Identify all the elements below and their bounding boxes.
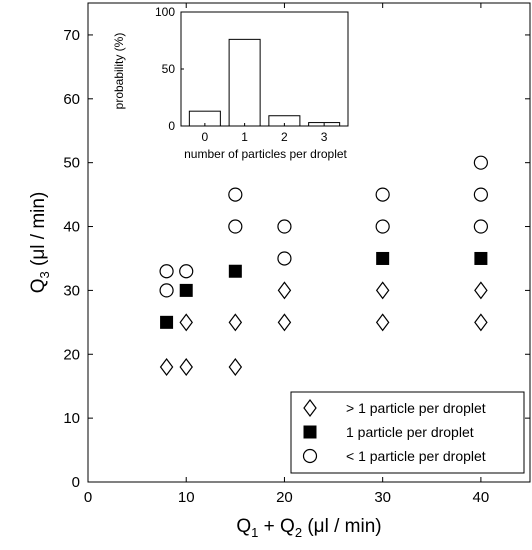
x-tick-label: 40 [473,489,490,506]
circle-point [228,187,243,202]
x-title-mid: + Q [258,516,294,537]
circle-point [473,219,488,234]
legend-box [290,391,525,474]
y-tick-label: 50 [63,155,80,172]
circle-point [473,155,488,170]
y-tick-label: 0 [72,474,80,491]
x-tick-label: 20 [276,489,293,506]
diamond-point [375,313,390,332]
inset-x-tick-label: 0 [202,130,209,144]
circle-point [159,264,174,279]
diamond-point [277,313,292,332]
diamond-point [159,358,174,377]
inset-bar [228,38,261,127]
x-title-q1: Q [236,516,251,537]
x-axis-title: Q1 + Q2 (μl / min) [236,516,381,540]
inset-y-tick-label: 50 [162,62,176,76]
main-x-axis: 0 10 20 30 40 [84,3,489,506]
main-plot-frame [87,2,531,483]
legend: > 1 particle per droplet 1 particle per d… [290,391,525,474]
x-title-units: (μl / min) [302,516,382,537]
legend-square-point [303,425,317,439]
diamond-point [228,313,243,332]
circle-point [375,187,390,202]
inset-y-tick-label: 100 [155,5,175,19]
y-title-units: (μl / min) [28,192,49,272]
diamond-point [179,313,193,332]
x-tick-label: 0 [84,489,92,506]
inset-x-tick-label: 2 [281,130,288,144]
circle-point [179,264,194,279]
inset-x-axis: 0 1 2 3 [202,123,328,144]
diamond-point [375,281,390,300]
circle-point [159,283,174,298]
legend-items: > 1 particle per droplet 1 particle per d… [302,399,486,464]
main-data-points [159,155,488,377]
diamond-point [228,358,243,377]
legend-entry-label: > 1 particle per droplet [346,400,486,416]
legend-diamond-point [303,399,317,417]
x-tick-label: 30 [374,489,391,506]
diamond-point [474,313,488,332]
inset-frame [180,11,349,127]
legend-entry-label: 1 particle per droplet [346,424,474,440]
square-point [376,251,390,265]
inset-x-axis-title: number of particles per droplet [184,147,347,161]
y-tick-label: 60 [63,91,80,108]
y-tick-label: 70 [63,27,80,44]
y-tick-label: 30 [63,282,80,299]
diamond-point [277,281,292,300]
inset-x-tick-label: 1 [241,130,248,144]
y-title-sub3: 3 [37,271,52,278]
diamond-point [474,281,488,300]
square-point [474,251,488,265]
inset-x-tick-label: 3 [321,130,328,144]
legend-entry-label: < 1 particle per droplet [346,448,486,464]
y-title-q3: Q [28,279,49,294]
inset-bar-chart: 0 50 100 0 1 2 3 number of particles per drop… [112,5,349,161]
circle-point [473,187,488,202]
x-title-sub2: 2 [295,525,302,540]
circle-point [277,219,292,234]
square-point [228,264,242,278]
inset-y-axis-title: probability (%) [112,33,126,110]
legend-circle-point [302,448,318,464]
y-tick-label: 40 [63,219,80,236]
y-tick-label: 20 [63,346,80,363]
square-point [160,315,174,329]
diamond-point [179,358,193,377]
circle-point [228,219,243,234]
x-title-sub1: 1 [251,525,258,540]
circle-point [277,251,292,266]
x-tick-label: 10 [178,489,195,506]
circle-point [375,219,390,234]
inset-y-axis: 0 50 100 [155,5,184,133]
y-axis-title: Q3 (μl / min) [28,192,52,294]
inset-y-tick-label: 0 [168,119,175,133]
y-tick-label: 10 [63,410,80,427]
square-point [179,283,193,297]
